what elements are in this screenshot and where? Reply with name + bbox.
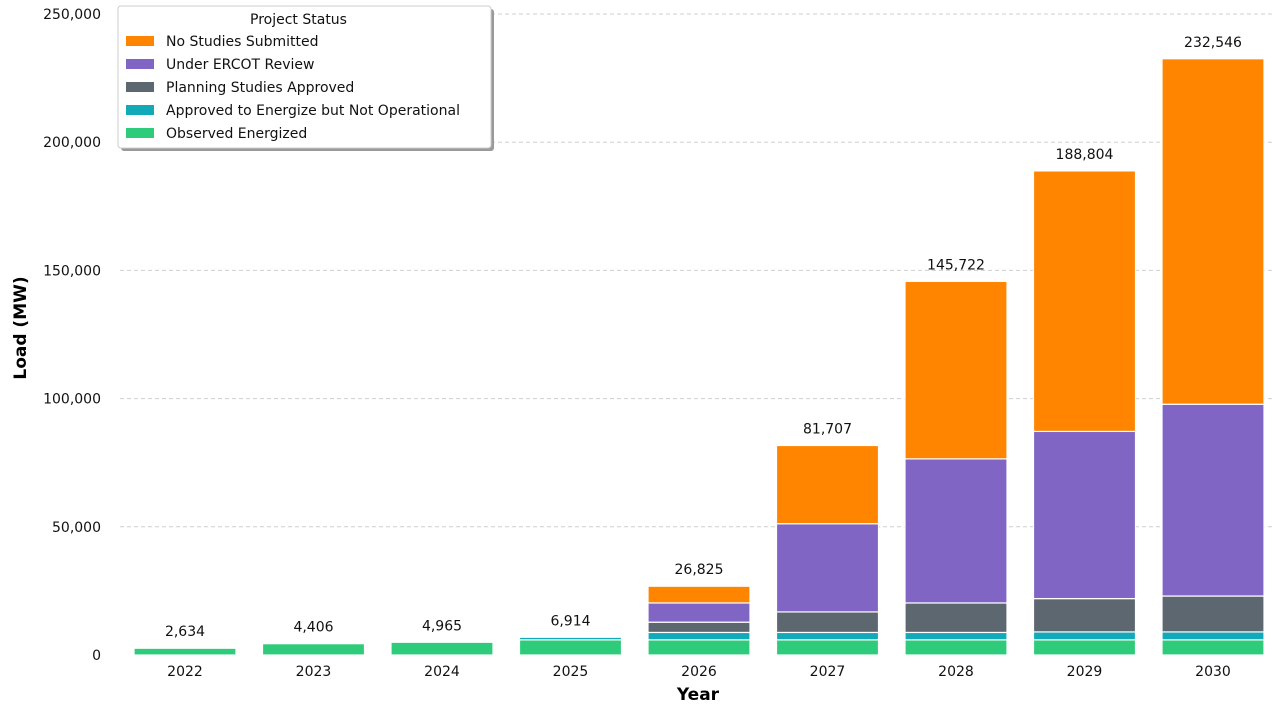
bar-segment [261, 643, 366, 656]
bar-segment [1161, 639, 1265, 656]
x-tick-label: 2030 [1195, 664, 1231, 680]
bar-total-label: 2,634 [165, 624, 205, 640]
bar-segment [904, 639, 1008, 656]
bar-segment [1032, 639, 1137, 656]
y-tick-label: 50,000 [52, 520, 101, 536]
bar-segment [775, 631, 880, 641]
x-tick-label: 2027 [810, 664, 846, 680]
bar-segment [518, 639, 623, 656]
legend-entry-label: Under ERCOT Review [166, 57, 314, 73]
y-tick-label: 150,000 [43, 263, 101, 279]
x-axis: 2022 2023 2024 2025 2026 2027 2028 2029 2030 [167, 664, 1231, 680]
bar-total-label: 81,707 [803, 422, 852, 438]
bar-segment [904, 458, 1008, 604]
bar-segment [1032, 430, 1137, 600]
bar-total-label: 26,825 [675, 562, 724, 578]
bar-segment [647, 631, 751, 641]
bar-total-label: 188,804 [1056, 147, 1114, 163]
bar-segment [904, 631, 1008, 641]
y-tick-label: 200,000 [43, 135, 101, 151]
bar-segment [1032, 631, 1137, 641]
bar-segment [647, 585, 751, 604]
bar-segment [904, 280, 1008, 460]
y-axis: 0 50,000 100,000 150,000 200,000 250,000 [43, 7, 101, 664]
bar-segment [775, 639, 880, 656]
bar-segment [775, 611, 880, 634]
bar-segment [904, 602, 1008, 634]
x-tick-label: 2023 [296, 664, 332, 680]
total-labels: 2,634 4,406 4,965 6,914 26,825 81,707 145,722 1… [165, 35, 1242, 640]
bar-segment [1161, 58, 1265, 405]
bar-segment [647, 602, 751, 623]
x-tick-label: 2028 [938, 664, 974, 680]
legend-swatch [126, 36, 154, 46]
legend-entry-label: Observed Energized [166, 126, 307, 142]
bar-segment [518, 636, 623, 641]
bar-total-label: 4,965 [422, 618, 462, 634]
bar-segment [775, 523, 880, 613]
x-axis-title: Year [676, 685, 720, 705]
legend-swatch [126, 82, 154, 92]
y-tick-label: 250,000 [43, 7, 101, 23]
legend-title: Project Status [250, 12, 347, 28]
x-tick-label: 2029 [1067, 664, 1103, 680]
y-axis-title: Load (MW) [11, 276, 31, 379]
y-tick-label: 100,000 [43, 392, 101, 408]
x-tick-label: 2025 [553, 664, 589, 680]
bar-segment [1032, 597, 1137, 633]
legend-entry-label: Approved to Energize but Not Operational [166, 103, 460, 119]
y-tick-label: 0 [92, 648, 101, 664]
legend-entry-label: Planning Studies Approved [166, 80, 354, 96]
bar-segment [1161, 595, 1265, 633]
legend-swatch [126, 128, 154, 138]
bar-segment [390, 641, 494, 656]
legend: Project Status No Studies Submitted Under … [117, 5, 494, 151]
bar-segment [1161, 403, 1265, 597]
bar-segment [1032, 170, 1137, 433]
legend-swatch [126, 105, 154, 115]
bar-total-label: 232,546 [1184, 35, 1242, 51]
bar-segment [775, 444, 880, 525]
legend-entry-label: No Studies Submitted [166, 34, 319, 50]
x-tick-label: 2024 [424, 664, 460, 680]
legend-box [117, 5, 492, 149]
legend-swatch [126, 59, 154, 69]
bar-total-label: 145,722 [927, 257, 985, 273]
bar-segment [133, 647, 237, 656]
bar-segment [647, 639, 751, 656]
x-tick-label: 2026 [681, 664, 717, 680]
bar-total-label: 6,914 [550, 613, 590, 629]
bar-segment [647, 621, 751, 634]
bar-total-label: 4,406 [293, 620, 333, 636]
bar-segment [1161, 631, 1265, 641]
x-tick-label: 2022 [167, 664, 203, 680]
bars [133, 58, 1265, 656]
